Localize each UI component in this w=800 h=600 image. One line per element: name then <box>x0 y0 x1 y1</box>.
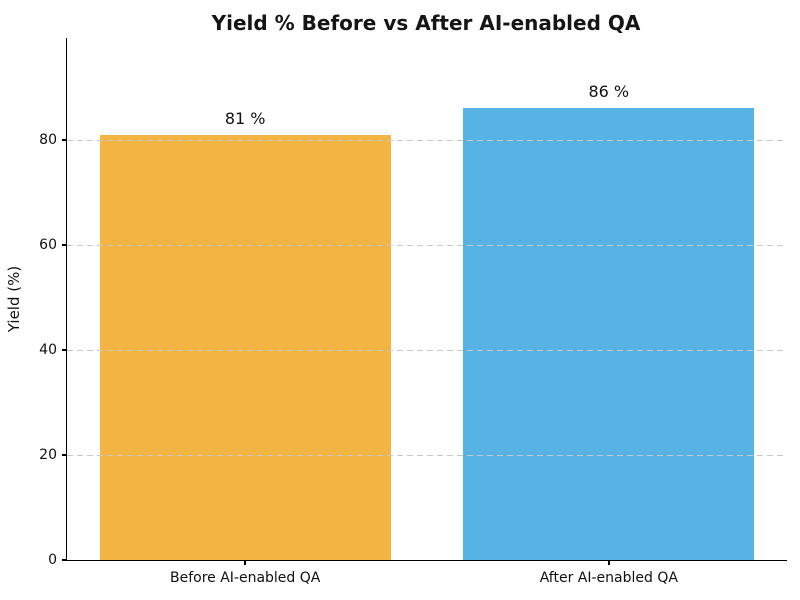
y-tick-label: 0 <box>48 552 57 568</box>
plot-area: 81 % 86 % 0 20 40 60 80 Before AI-enabled QA Aft… <box>39 38 787 586</box>
gridline <box>67 454 787 456</box>
y-axis-label: Yield (%) <box>5 265 23 333</box>
x-tick-mark <box>608 560 610 565</box>
x-tick-label: Before AI-enabled QA <box>169 570 321 586</box>
y-tick-label: 60 <box>39 236 57 253</box>
y-tick-mark <box>62 139 67 141</box>
y-tick-mark <box>62 244 67 246</box>
bar-value-label: 81 % <box>224 108 266 128</box>
bar <box>99 134 391 560</box>
bar <box>463 108 755 560</box>
y-tick-mark <box>62 559 67 561</box>
y-tick-label: 40 <box>39 341 57 358</box>
y-tick-label: 20 <box>39 446 57 463</box>
gridline <box>67 349 787 351</box>
y-tick-label: 80 <box>39 131 57 148</box>
x-tick-mark <box>244 560 246 565</box>
gridline <box>67 139 787 141</box>
x-tick-label: After AI-enabled QA <box>539 570 678 586</box>
y-tick-mark <box>62 349 67 351</box>
chart-title: Yield % Before vs After AI-enabled QA <box>211 11 641 35</box>
bar-value-label: 86 % <box>588 82 630 102</box>
y-tick-mark <box>62 454 67 456</box>
gridline <box>67 244 787 246</box>
